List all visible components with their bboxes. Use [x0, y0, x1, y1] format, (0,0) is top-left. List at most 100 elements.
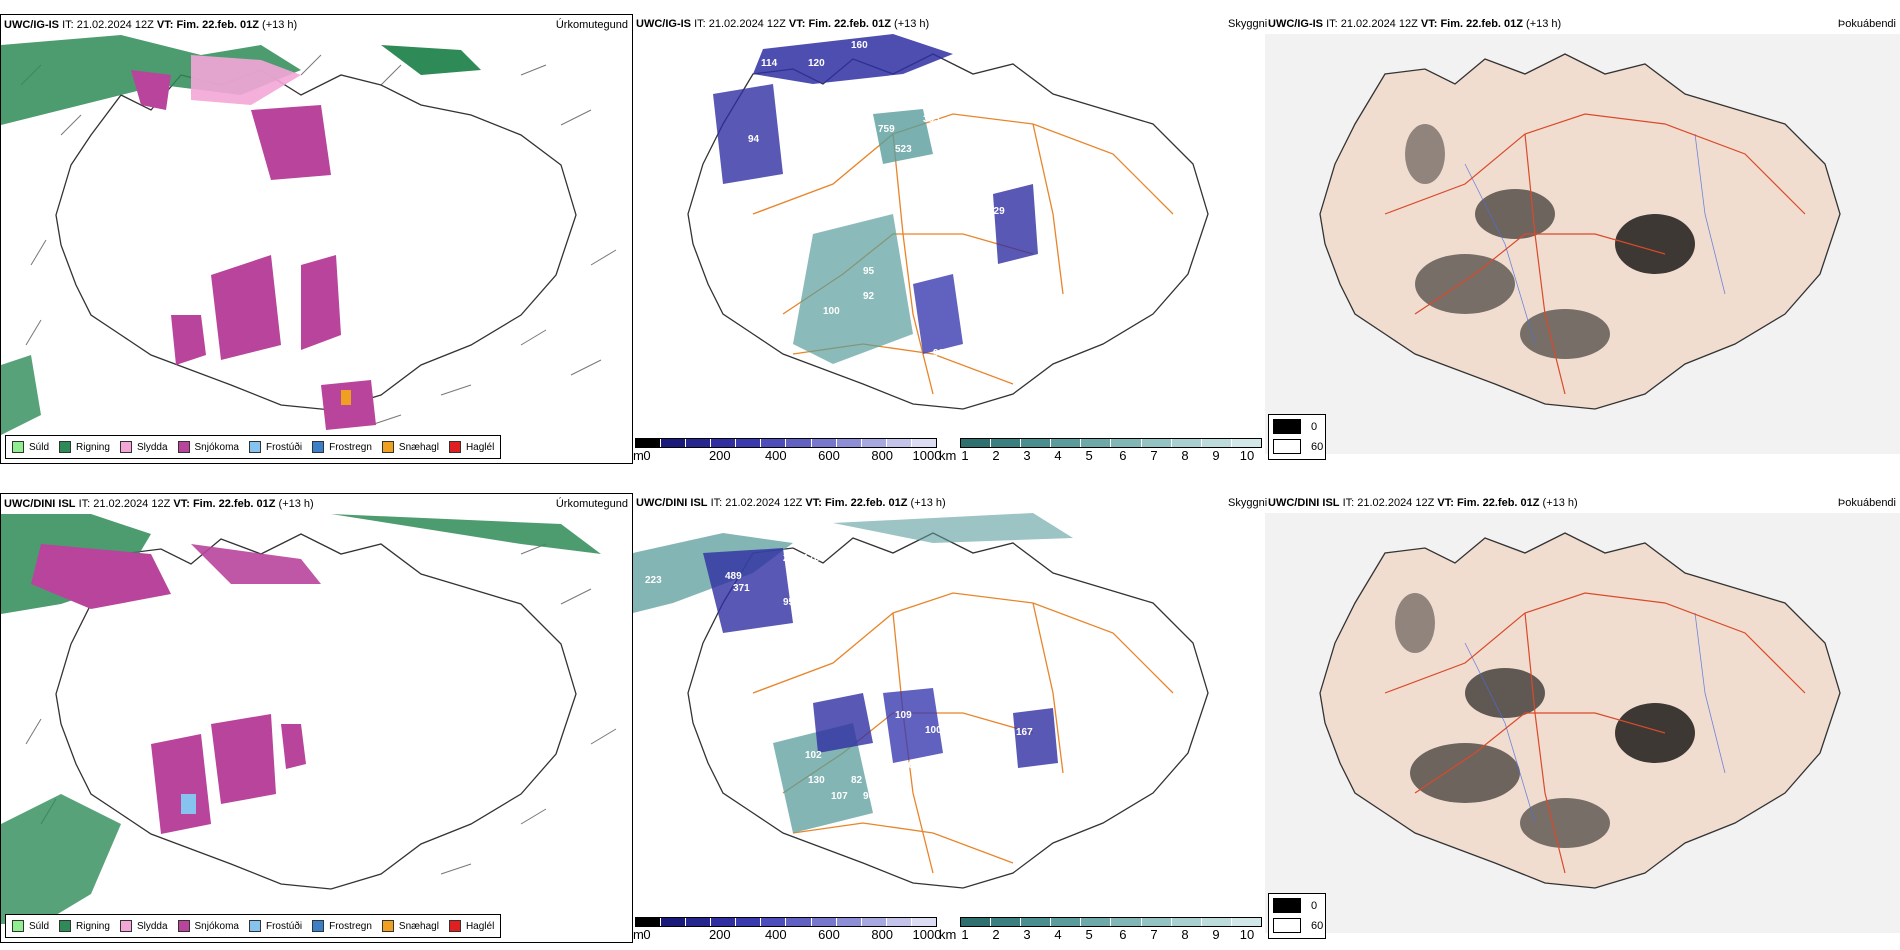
cbar-cell: [661, 439, 687, 447]
visibility-m-ticks: 0 200 400 600 800 1000: [643, 448, 942, 463]
legend-swatch: [312, 920, 325, 932]
cbar-cell: [886, 918, 912, 926]
legend-swatch: [177, 920, 190, 932]
cbar-cell: [1171, 918, 1202, 926]
visibility-map: 160 239 114 120 120 201 759 385 523 94 1…: [687, 34, 1209, 410]
legend-item-sudd: Súld: [12, 920, 49, 932]
panel-title: UWC/DINI ISL IT: 21.02.2024 12Z VT: Fim.…: [1268, 497, 1578, 509]
legend-swatch: [12, 920, 24, 932]
legend-swatch: [59, 441, 72, 453]
north-coast-band: [833, 513, 1073, 543]
precip-type-panel-top: UWC/IG-IS IT: 21.02.2024 12Z VT: Fim. 22…: [0, 14, 633, 464]
vis-label: 102: [805, 750, 822, 761]
cbar-cell: [1021, 439, 1052, 447]
rivers: [1464, 612, 1726, 824]
legend-swatch: [59, 920, 72, 932]
vis-label: 523: [895, 144, 912, 155]
legend-swatch: [248, 920, 261, 932]
cbar-cell: [661, 918, 687, 926]
visibility-parameter-label: Skyggni: [1228, 18, 1268, 30]
legend-swatch: [1273, 898, 1301, 913]
cbar-cell: [1111, 918, 1142, 926]
vis-label: 371: [733, 583, 750, 594]
unit-m: m: [633, 927, 644, 942]
fog-panel-bottom: UWC/DINI ISL IT: 21.02.2024 12Z VT: Fim.…: [1265, 493, 1900, 943]
precip-type-map: [1, 514, 617, 924]
visibility-m-colorbar: [635, 438, 937, 448]
visibility-map: 243 178 223 489 371 95 109 100 167 102 1…: [633, 513, 1209, 889]
panel-title: UWC/DINI ISL IT: 21.02.2024 12Z VT: Fim.…: [4, 498, 314, 510]
cbar-cell: [1051, 918, 1082, 926]
legend-swatch: [1273, 419, 1301, 434]
vis-label: 95: [863, 266, 875, 277]
legend-swatch: [248, 441, 261, 453]
fog-panel-top: UWC/IG-IS IT: 21.02.2024 12Z VT: Fim. 22…: [1265, 14, 1900, 464]
legend-item-frostregn: Frostregn: [312, 441, 372, 453]
roads: [1384, 113, 1806, 395]
legend-item-frostudi: Frostúði: [248, 441, 302, 453]
cbar-cell: [736, 439, 762, 447]
vis-label: 907: [933, 348, 950, 359]
legend-item-rigning: Rigning: [59, 441, 110, 453]
vis-label: 120: [788, 82, 805, 93]
legend-item-haglel: Haglél: [448, 441, 494, 453]
vis-label: 95: [783, 597, 795, 608]
cbar-cell: [711, 918, 737, 926]
fog-legend-item: 0: [1273, 419, 1317, 434]
legend-item-frostregn: Frostregn: [312, 920, 372, 932]
cbar-cell: [636, 439, 662, 447]
legend-swatch: [448, 920, 461, 932]
visibility-panel-top: UWC/IG-IS IT: 21.02.2024 12Z VT: Fim. 22…: [633, 14, 1265, 464]
fog-legend-item: 0: [1273, 898, 1317, 913]
legend-item-snaehagl: Snæhagl: [381, 920, 439, 932]
cbar-cell: [1111, 439, 1142, 447]
cbar-cell: [1021, 918, 1052, 926]
unit-m: m: [633, 448, 644, 463]
visibility-labels: 243 178 223 489 371 95 109 100 167 102 1…: [645, 553, 1033, 826]
precip-type-map: [1, 35, 617, 435]
panel-parameter-label: Þokuábendi: [1837, 497, 1896, 509]
vis-label: 109: [895, 710, 912, 721]
visibility-colorbars: m 0 200 400 600 800 1000 km 1 2 3 4 5 6 …: [633, 436, 1265, 464]
fog-legend: 0 60: [1268, 414, 1326, 460]
vis-label: 92: [863, 291, 875, 302]
cbar-cell: [911, 918, 936, 926]
precip-type-legend: Súld Rigning Slydda Snjókoma Frostúði Fr…: [5, 914, 502, 938]
visibility-patches: [703, 548, 1058, 833]
legend-item-sudd: Súld: [12, 441, 49, 453]
legend-item-haglel: Haglél: [448, 920, 494, 932]
legend-item-slydda: Slydda: [119, 441, 168, 453]
visibility-m-colorbar: [635, 917, 937, 927]
vis-label: 201: [798, 128, 815, 139]
visibility-panel-bottom: UWC/DINI ISL IT: 21.02.2024 12Z VT: Fim.…: [633, 493, 1265, 943]
legend-swatch: [381, 441, 394, 453]
cbar-cell: [686, 439, 712, 447]
vis-label: 87: [773, 815, 785, 826]
vis-label: 100: [823, 306, 840, 317]
vis-label: 160: [851, 40, 868, 51]
cbar-cell: [1081, 918, 1112, 926]
cbar-cell: [1081, 439, 1112, 447]
legend-swatch: [177, 441, 190, 453]
cbar-cell: [736, 918, 762, 926]
legend-swatch: [1273, 439, 1301, 454]
precip-type-legend: Súld Rigning Slydda Snjókoma Frostúði Fr…: [5, 435, 502, 459]
cbar-cell: [861, 439, 887, 447]
vis-label: 94: [748, 134, 760, 145]
cbar-cell: [1201, 439, 1232, 447]
panel-title: UWC/IG-IS IT: 21.02.2024 12Z VT: Fim. 22…: [636, 18, 930, 30]
visibility-parameter-label: Skyggni: [1228, 497, 1268, 509]
roads: [1384, 592, 1806, 874]
legend-swatch: [119, 441, 132, 453]
cbar-cell: [1141, 439, 1172, 447]
cbar-cell: [761, 439, 787, 447]
vis-label: 100: [925, 725, 942, 736]
vis-label: 129: [988, 206, 1005, 217]
rivers: [1464, 133, 1726, 345]
vis-label: 107: [831, 791, 848, 802]
vis-label: 640: [908, 760, 925, 771]
fog-map: [1265, 513, 1900, 933]
legend-swatch: [448, 441, 461, 453]
vis-label: 114: [761, 58, 778, 69]
precip-patches: [1, 514, 601, 924]
